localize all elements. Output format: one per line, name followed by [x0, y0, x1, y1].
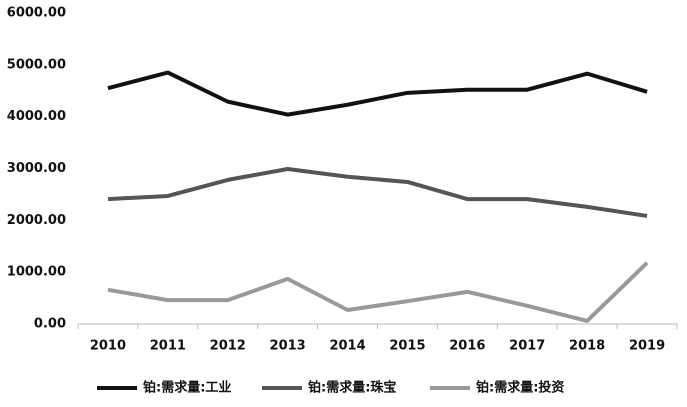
line-series [107, 261, 649, 323]
x-tick-label: 2016 [449, 339, 485, 354]
x-tick-label: 2018 [569, 339, 605, 354]
x-tick-label: 2013 [270, 339, 306, 354]
x-tick-label: 2011 [150, 339, 186, 354]
y-tick-label: 5000.00 [7, 57, 66, 72]
y-tick-label: 0.00 [34, 317, 66, 332]
line-series [107, 167, 648, 218]
x-tick-label: 2019 [629, 339, 665, 354]
y-tick-label: 4000.00 [7, 109, 66, 124]
x-tick-label: 2010 [90, 339, 126, 354]
y-tick-label: 6000.00 [7, 6, 66, 21]
y-tick-label: 2000.00 [7, 213, 66, 228]
x-tick-label: 2012 [210, 339, 246, 354]
x-tick-label: 2017 [509, 339, 545, 354]
legend-label: 铂:需求量:工业 [143, 380, 231, 396]
x-tick-label: 2015 [389, 339, 425, 354]
legend-label: 铂:需求量:珠宝 [308, 380, 396, 396]
x-tick-label: 2014 [329, 339, 365, 354]
line-series [107, 70, 648, 117]
legend-label: 铂:需求量:投资 [476, 380, 564, 396]
y-tick-label: 1000.00 [7, 265, 66, 280]
y-tick-label: 3000.00 [7, 161, 66, 176]
